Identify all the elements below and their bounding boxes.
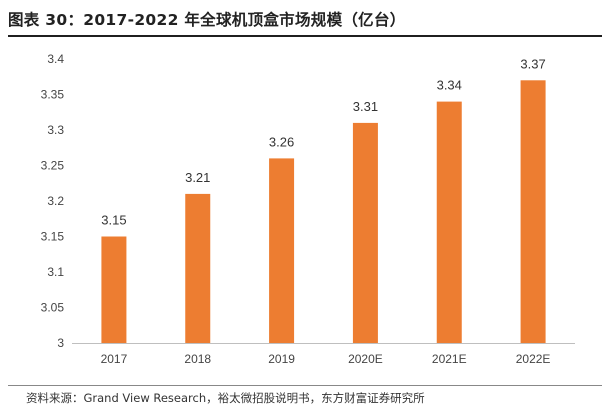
data-label-2021E: 3.34 xyxy=(437,78,462,93)
bar-series xyxy=(101,80,546,344)
data-label-2017: 3.15 xyxy=(101,213,126,228)
y-tick-label: 3.15 xyxy=(41,230,65,244)
y-tick-label: 3.2 xyxy=(47,194,64,208)
data-label-2020E: 3.31 xyxy=(353,99,378,114)
x-tick-label-2021E: 2021E xyxy=(432,352,467,366)
y-tick-label: 3 xyxy=(57,336,64,350)
y-tick-label: 3.35 xyxy=(41,88,65,102)
x-tick-label-2017: 2017 xyxy=(101,352,128,366)
data-labels: 3.15 3.21 3.26 3.31 3.34 3.37 xyxy=(101,56,545,227)
title-divider xyxy=(8,35,602,37)
footer-divider xyxy=(8,385,602,386)
bar-2020E xyxy=(352,122,378,344)
data-label-2019: 3.26 xyxy=(269,134,294,149)
x-tick-label-2019: 2019 xyxy=(268,352,295,366)
x-axis: 2017 2018 2019 2020E 2021E 2022E xyxy=(72,343,575,366)
bar-2019 xyxy=(269,158,295,343)
data-label-2022E: 3.37 xyxy=(520,56,545,71)
y-tick-label: 3.05 xyxy=(41,301,65,315)
y-tick-label: 3.3 xyxy=(47,123,64,137)
x-tick-label-2020E: 2020E xyxy=(348,352,383,366)
x-tick-label-2022E: 2022E xyxy=(516,352,551,366)
bar-2017 xyxy=(101,236,127,343)
y-axis: 3 3.05 3.1 3.15 3.2 3.25 3.3 3.35 3.4 xyxy=(41,52,65,350)
bar-2021E xyxy=(436,101,462,343)
data-label-2018: 3.21 xyxy=(185,170,210,185)
y-tick-label: 3.4 xyxy=(47,52,64,66)
bar-2018 xyxy=(185,193,211,343)
y-tick-label: 3.25 xyxy=(41,159,65,173)
chart-title: 图表 30：2017-2022 年全球机顶盒市场规模（亿台） xyxy=(8,11,406,29)
bar-2022E xyxy=(520,80,546,344)
source-note: 资料来源：Grand View Research，裕太微招股说明书，东方财富证券… xyxy=(26,391,425,405)
y-tick-label: 3.1 xyxy=(47,265,64,279)
x-tick-label-2018: 2018 xyxy=(184,352,211,366)
